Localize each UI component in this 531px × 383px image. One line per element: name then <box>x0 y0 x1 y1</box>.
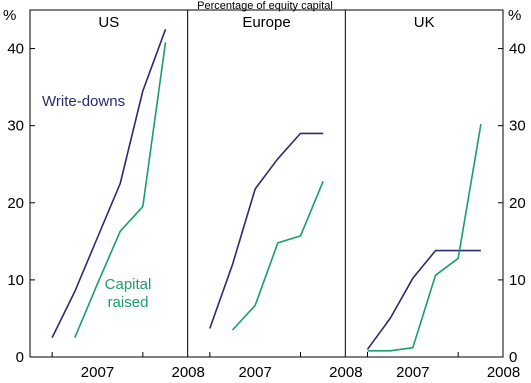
y-unit-left: % <box>3 7 16 24</box>
y-tick-label-left: 10 <box>7 272 24 289</box>
chart-top-title: Percentage of equity capital <box>197 0 333 12</box>
annotation-capital-raised-line: Capital <box>105 276 152 293</box>
panel-title: Europe <box>242 14 290 31</box>
x-tick-label: 2007 <box>238 364 271 381</box>
plot-frame <box>29 9 504 358</box>
series-line-write-downs <box>366 249 481 350</box>
y-tick-label-left: 30 <box>7 118 24 135</box>
annotation-capital-raised-line: raised <box>108 294 149 311</box>
x-tick-label: 2008 <box>172 364 205 381</box>
annotation-write-downs: Write-downs <box>42 93 125 110</box>
y-tick-label-right: 0 <box>509 349 517 366</box>
series-line-write-downs <box>209 132 324 329</box>
y-unit-right: % <box>508 7 521 24</box>
series-line-capital-raised <box>231 180 324 331</box>
y-tick-label-left: 0 <box>16 349 24 366</box>
x-tick-label: 2008 <box>329 364 362 381</box>
y-tick-label-right: 40 <box>509 41 526 58</box>
y-tick-label-right: 20 <box>509 195 526 212</box>
panel-title: US <box>98 14 119 31</box>
x-tick-label: 2007 <box>81 364 114 381</box>
series-line-capital-raised <box>367 123 482 352</box>
panel-title: UK <box>414 14 435 31</box>
annotation-capital-raised: Capital raised <box>105 276 152 311</box>
y-tick-label-left: 40 <box>7 41 24 58</box>
x-tick-label: 2007 <box>396 364 429 381</box>
plot-area: 0 0 10 10 20 20 30 30 40 40 US 2007 2008 Write-downs C… <box>7 9 526 381</box>
y-tick-label-right: 30 <box>509 118 526 135</box>
series-line-write-downs <box>51 29 167 339</box>
y-tick-label-right: 10 <box>509 272 526 289</box>
y-tick-label-left: 20 <box>7 195 24 212</box>
series-line-capital-raised <box>74 42 167 339</box>
x-tick-label: 2008 <box>487 364 520 381</box>
